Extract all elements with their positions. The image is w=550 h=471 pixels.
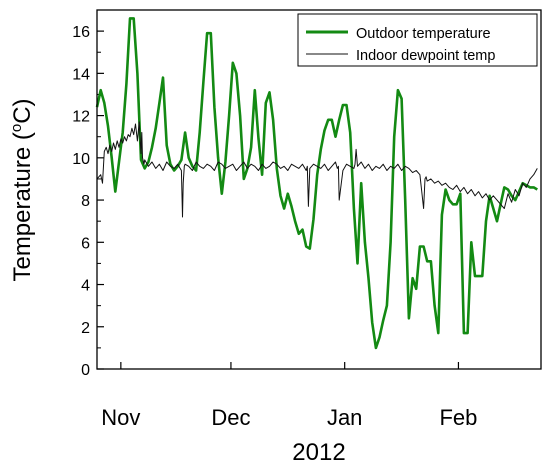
y-tick-label: 4: [81, 278, 90, 295]
y-tick-label: 12: [72, 109, 90, 126]
series-line-indoor: [96, 121, 538, 218]
x-axis-title: 2012: [292, 439, 345, 466]
series-layer: [95, 17, 538, 350]
x-tick-label: Dec: [211, 405, 250, 430]
legend-label-outdoor: Outdoor temperature: [356, 26, 491, 42]
y-axis-title-unit: C): [9, 98, 36, 123]
y-axis-title-main: Temperature (: [9, 132, 36, 281]
legend-box: [297, 13, 538, 67]
legend: Outdoor temperature Indoor dewpoint temp: [297, 13, 538, 67]
y-tick-label: 6: [81, 235, 90, 252]
legend-label-indoor: Indoor dewpoint temp: [356, 48, 495, 64]
plot-frame: [96, 9, 542, 370]
x-tick-label: Nov: [101, 405, 140, 430]
y-axis-title: Temperature (oC): [8, 98, 36, 281]
y-tick-label: 0: [81, 362, 90, 379]
x-tick-label: Feb: [439, 405, 477, 430]
y-tick-label: 8: [81, 193, 90, 210]
x-tick-label: Jan: [327, 405, 362, 430]
y-tick-label: 14: [72, 66, 90, 83]
y-axis-title-degree: o: [8, 124, 25, 132]
series-line-outdoor: [95, 17, 538, 350]
tick-layer: 0 2 4 6 8 10 12 14 16 Nov Dec Jan Feb: [72, 9, 477, 430]
y-tick-label: 10: [72, 151, 90, 168]
y-tick-label: 16: [72, 24, 90, 41]
y-tick-label: 2: [81, 320, 90, 337]
